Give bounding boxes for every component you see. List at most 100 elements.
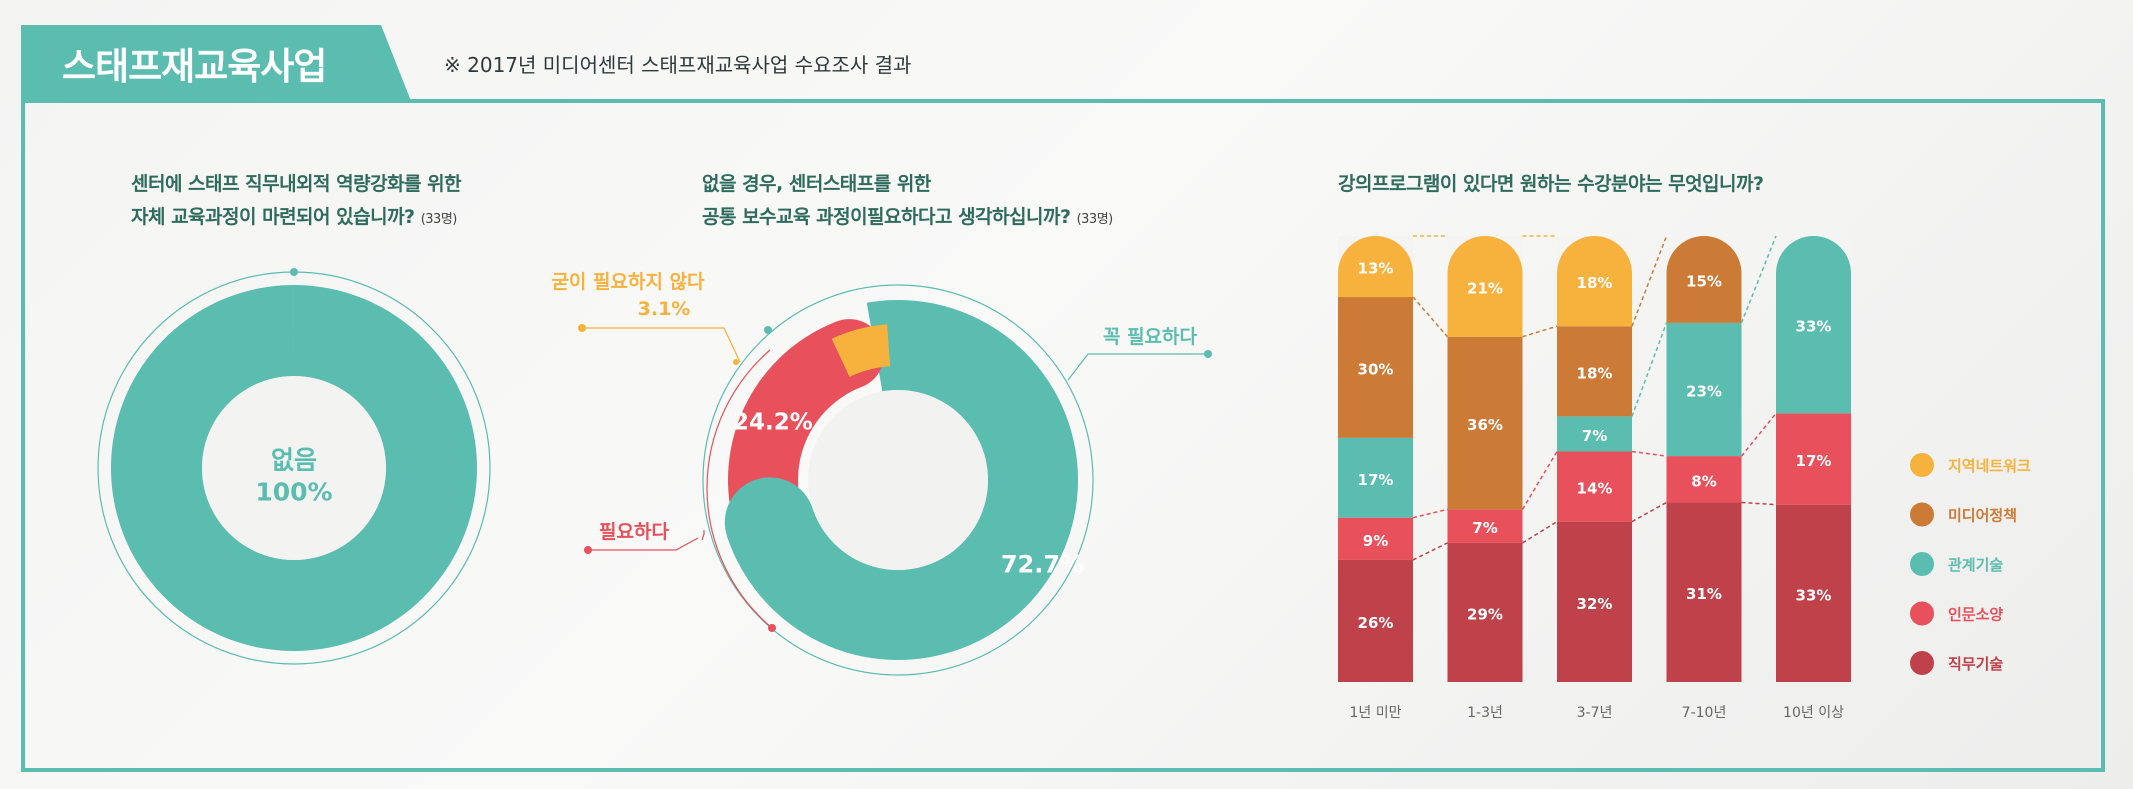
bar-0-label-지역네트워크: 13%	[1358, 260, 1394, 278]
bar-3-인문소양	[1666, 456, 1742, 503]
bar-4-cap	[1776, 236, 1851, 296]
question-1-respondents: (33명)	[420, 212, 458, 227]
donut2-leader-need	[588, 537, 699, 551]
bar-2-직무기술	[1557, 521, 1632, 682]
bar-1-미디어정책	[1447, 336, 1523, 510]
donut2-leader-not-needed-dot	[578, 324, 586, 332]
donut2-label-need: 필요하다	[599, 521, 669, 543]
connector-2-미디어정책	[1631, 235, 1668, 327]
bar-3-label-직무기술: 31%	[1686, 585, 1722, 603]
bar-3-직무기술	[1666, 502, 1742, 682]
bar-0-관계기술	[1338, 437, 1413, 518]
bar-0-label-인문소양: 9%	[1363, 532, 1388, 550]
connector-3-관계기술	[1740, 235, 1777, 324]
donut2-leader-need-dot	[584, 546, 592, 554]
connector-2-관계기술	[1631, 322, 1668, 417]
connector-1-미디어정책	[1522, 325, 1558, 338]
donut2-outer-ring	[702, 284, 1094, 676]
bar-4-label-관계기술: 33%	[1796, 318, 1832, 336]
donut2-leader-must-dot	[1204, 350, 1212, 358]
question-1: 센터에 스태프 직무내외적 역량강화를 위한 자체 교육과정이 마련되어 있습니…	[131, 168, 462, 236]
question-1-line2: 자체 교육과정이 마련되어 있습니까?	[131, 206, 415, 228]
donut1-hole	[202, 376, 386, 560]
question-1-line1: 센터에 스태프 직무내외적 역량강화를 위한	[131, 173, 462, 195]
donut2-need-arc-dot	[768, 624, 776, 632]
bar-0-label-직무기술: 26%	[1358, 614, 1394, 632]
legend-swatch-관계기술	[1910, 552, 1934, 576]
bar-0-인문소양	[1338, 517, 1413, 560]
bar-2-label-미디어정책: 18%	[1577, 364, 1613, 382]
donut1-value: 100%	[255, 478, 332, 507]
donut2-label-not-needed: 굳이 필요하지 않다	[551, 271, 705, 293]
bar-0-cap	[1338, 236, 1413, 296]
connector-3-인문소양	[1740, 412, 1777, 457]
connector-2-직무기술	[1631, 501, 1667, 523]
question-2-line1: 없을 경우, 센터스태프를 위한	[702, 173, 931, 195]
donut2-slice-not-needed	[831, 324, 891, 377]
legend-swatch-직무기술	[1910, 651, 1934, 675]
donut2-hole	[808, 390, 988, 570]
question-2: 없을 경우, 센터스태프를 위한 공통 보수교육 과정이필요하다고 생각하십니까…	[702, 168, 1113, 236]
bar-3-cap	[1666, 236, 1742, 296]
donut2-value-not-needed: 3.1%	[638, 298, 691, 320]
bar-3-관계기술	[1666, 322, 1742, 457]
donut1-slice-none	[110, 285, 477, 651]
donut2-ring-dot	[764, 326, 772, 334]
bar-1-cap	[1447, 236, 1523, 296]
donut2-label-must: 꼭 필요하다	[1103, 326, 1198, 348]
bar-1-직무기술	[1447, 542, 1523, 682]
bar-4-인문소양	[1776, 413, 1851, 505]
donut2-value-must: 72.7%	[1001, 550, 1084, 578]
bar-2-label-직무기술: 32%	[1577, 595, 1613, 613]
legend-label-인문소양: 인문소양	[1948, 606, 2003, 624]
connector-1-직무기술	[1522, 521, 1558, 544]
connector-2-인문소양	[1631, 450, 1667, 457]
x-tick-4: 10년 이상	[1783, 705, 1844, 721]
bar-0-미디어정책	[1338, 297, 1413, 438]
title-tab	[21, 25, 411, 101]
x-tick-1: 1-3년	[1467, 705, 1503, 721]
donut2-leader-need-arc	[701, 530, 705, 541]
bar-4-label-직무기술: 33%	[1796, 586, 1832, 604]
donut2-leader-must	[1067, 353, 1208, 381]
bar-0-직무기술	[1338, 559, 1413, 682]
donut2-slice-must-cap	[724, 477, 815, 568]
donut2-need-arc-line	[706, 349, 773, 629]
connector-0-인문소양	[1412, 508, 1448, 519]
donut1-ring-dot	[290, 268, 298, 276]
bar-4-label-인문소양: 17%	[1796, 452, 1832, 470]
bar-2-관계기술	[1557, 416, 1632, 452]
legend-swatch-인문소양	[1910, 601, 1934, 626]
bar-2-label-인문소양: 14%	[1577, 480, 1613, 498]
bar-1-label-지역네트워크: 21%	[1467, 279, 1503, 297]
question-2-respondents: (33명)	[1076, 212, 1114, 227]
connector-1-인문소양	[1521, 451, 1558, 510]
legend-swatch-미디어정책	[1910, 502, 1934, 527]
bar-2-인문소양	[1557, 451, 1632, 522]
donut2-value-need: 24.2%	[733, 409, 813, 435]
legend-label-지역네트워크: 지역네트워크	[1948, 457, 2031, 475]
page-subtitle: ※ 2017년 미디어센터 스태프재교육사업 수요조사 결과	[444, 53, 912, 77]
bar-0-label-미디어정책: 30%	[1358, 360, 1394, 378]
connector-3-직무기술	[1741, 501, 1777, 506]
donut2-leader-not-needed-end	[733, 359, 739, 365]
connector-0-직무기술	[1412, 542, 1448, 561]
bar-2-미디어정책	[1557, 326, 1632, 417]
bar-3-label-미디어정책: 15%	[1686, 272, 1722, 290]
connector-0-미디어정책	[1412, 296, 1449, 338]
x-tick-0: 1년 미만	[1350, 705, 1402, 721]
bar-1-label-미디어정책: 36%	[1467, 416, 1503, 434]
legend-swatch-지역네트워크	[1910, 453, 1934, 477]
bar-3-label-인문소양: 8%	[1691, 472, 1716, 490]
page-title: 스태프재교육사업	[62, 45, 327, 88]
legend-label-미디어정책: 미디어정책	[1948, 507, 2017, 525]
bar-4-직무기술	[1776, 504, 1851, 682]
content-frame	[21, 99, 2105, 772]
donut2-leader-not-needed	[582, 327, 741, 363]
legend-label-관계기술: 관계기술	[1948, 556, 2003, 574]
donut2-slice-must	[727, 300, 1078, 660]
donut1-label: 없음	[271, 446, 317, 475]
bar-2-label-관계기술: 7%	[1582, 427, 1607, 445]
bar-3-label-관계기술: 23%	[1686, 382, 1722, 400]
